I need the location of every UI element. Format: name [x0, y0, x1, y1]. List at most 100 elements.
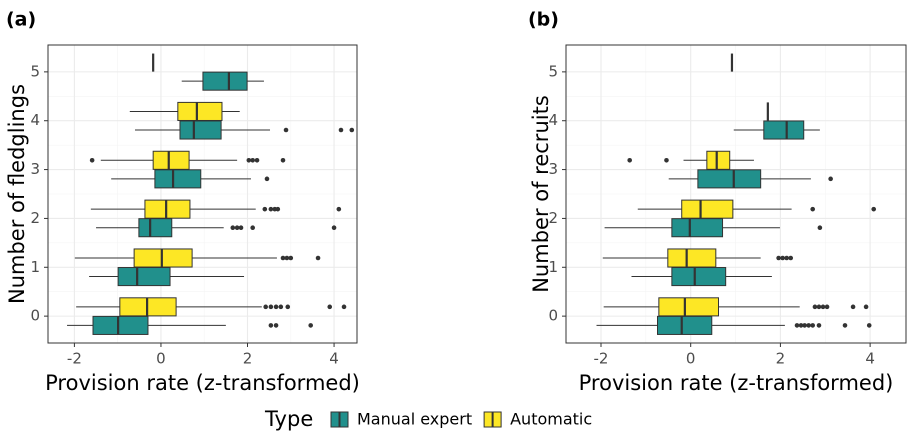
outlier — [812, 304, 818, 310]
outlier — [262, 206, 268, 212]
outlier — [871, 206, 877, 212]
box — [133, 248, 193, 268]
outlier — [802, 323, 807, 328]
box — [154, 169, 202, 189]
outlier — [315, 255, 321, 261]
x-tick-label: 0 — [156, 350, 166, 368]
outlier — [798, 323, 804, 328]
y-tick-label: 3 — [548, 160, 558, 178]
panel-border — [47, 44, 358, 344]
y-tick-label: 1 — [30, 258, 40, 276]
outlier — [780, 255, 785, 261]
legend-entry: Automatic — [483, 410, 592, 429]
y-tick-label: 1 — [548, 258, 558, 276]
outlier — [806, 323, 811, 328]
x-axis-title: Provision rate (z-transformed) — [579, 371, 894, 395]
outlier — [816, 323, 822, 328]
box — [706, 150, 731, 170]
outlier — [268, 206, 274, 212]
outlier — [824, 304, 830, 310]
y-tick-label: 0 — [548, 307, 558, 325]
boxplot — [604, 218, 823, 238]
legend-entry: Manual expert — [330, 410, 472, 429]
outlier — [842, 323, 848, 328]
boxplot — [602, 248, 794, 268]
outlier — [250, 225, 256, 231]
outlier — [349, 127, 355, 133]
boxplot — [90, 199, 342, 219]
box — [657, 315, 713, 335]
x-axis-title: Provision rate (z-transformed) — [45, 371, 360, 395]
panel-border — [565, 44, 907, 344]
outlier — [308, 323, 313, 328]
boxplot — [74, 248, 321, 268]
outlier — [817, 225, 823, 231]
y-tick-label: 4 — [30, 111, 40, 129]
boxplot — [733, 120, 820, 140]
boxplot — [89, 150, 286, 170]
y-tick-label: 5 — [30, 62, 40, 80]
outlier — [264, 176, 270, 182]
boxplot — [96, 218, 337, 238]
box — [177, 101, 223, 121]
x-tick-label: 4 — [329, 350, 339, 368]
boxplot — [668, 169, 833, 189]
outlier — [234, 225, 240, 231]
outlier — [664, 157, 669, 163]
outlier — [810, 206, 816, 212]
box — [152, 150, 190, 170]
outlier — [280, 157, 286, 163]
outlier — [89, 157, 95, 163]
x-tick-label: 0 — [686, 350, 696, 368]
y-tick-label: 2 — [30, 209, 40, 227]
outlier — [284, 255, 290, 261]
outlier — [627, 157, 632, 163]
box — [763, 120, 805, 140]
outlier — [810, 323, 816, 328]
y-tick-label: 5 — [548, 62, 558, 80]
boxplot — [111, 169, 270, 189]
x-tick-label: -2 — [67, 350, 82, 368]
box — [697, 169, 762, 189]
y-tick-label: 4 — [548, 111, 558, 129]
outlier — [230, 225, 236, 231]
outlier — [776, 255, 781, 261]
box — [92, 315, 149, 335]
x-tick-label: -2 — [594, 350, 609, 368]
y-tick-label: 0 — [30, 307, 40, 325]
outlier — [794, 323, 800, 328]
outlier — [341, 304, 347, 310]
legend-title: Type — [264, 407, 313, 431]
outlier — [238, 225, 244, 231]
outlier — [788, 255, 794, 261]
y-axis-title: Number of recruits — [529, 95, 553, 293]
outlier — [816, 304, 822, 310]
box — [138, 218, 173, 238]
box — [671, 218, 724, 238]
boxplot — [76, 297, 347, 317]
outlier — [280, 255, 286, 261]
outlier — [285, 304, 291, 310]
outlier — [850, 304, 856, 310]
legend-label: Manual expert — [357, 410, 472, 429]
y-tick-label: 2 — [548, 209, 558, 227]
boxplot — [603, 297, 869, 317]
x-tick-label: 2 — [243, 350, 253, 368]
box — [202, 71, 248, 91]
outlier — [338, 127, 344, 133]
x-tick-label: 4 — [865, 350, 875, 368]
x-tick-label: 2 — [776, 350, 786, 368]
box — [681, 199, 734, 219]
outlier — [275, 206, 281, 212]
panel-label: (a) — [6, 9, 36, 31]
y-axis-title: Number of fledglings — [5, 84, 29, 304]
box — [117, 267, 171, 287]
panel-label: (b) — [528, 9, 559, 31]
outlier — [273, 323, 279, 328]
box — [671, 267, 727, 287]
boxplot — [631, 267, 772, 287]
box — [667, 248, 717, 268]
boxplot — [129, 101, 240, 121]
outlier — [268, 304, 274, 310]
